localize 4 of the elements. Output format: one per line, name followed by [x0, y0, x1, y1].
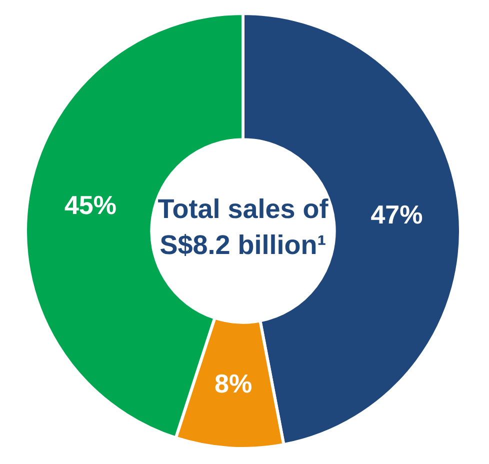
data-label: 47% — [370, 200, 423, 230]
data-label: 45% — [64, 190, 116, 220]
data-label: 8% — [214, 368, 252, 398]
text: Total sales of S$8.2 billion¹ — [156, 193, 330, 262]
